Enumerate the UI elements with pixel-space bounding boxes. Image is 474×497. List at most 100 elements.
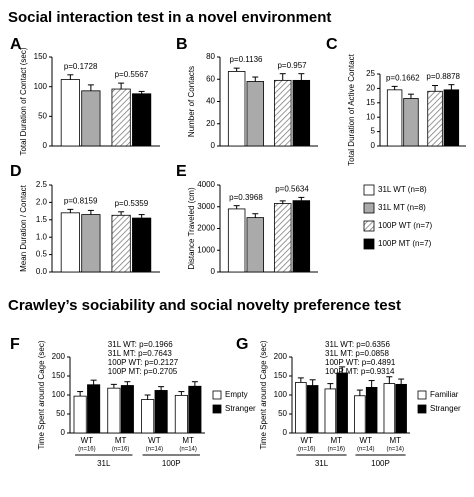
y-tick-label: 1.0 xyxy=(36,232,48,241)
x-tick-label: WT xyxy=(360,436,373,445)
bar xyxy=(132,93,152,147)
y-tick-label: 0 xyxy=(43,141,48,150)
bar xyxy=(324,388,337,434)
y-axis-title: Number of Contacts xyxy=(187,66,196,137)
legend-label: 31L MT (n=8) xyxy=(378,203,426,212)
bar xyxy=(174,394,188,434)
p-value: p=0.1136 xyxy=(229,55,263,64)
y-tick-label: 100 xyxy=(52,390,66,399)
x-tick-label: WT xyxy=(148,436,161,445)
y-tick-label: 150 xyxy=(34,52,48,61)
bar xyxy=(427,90,443,147)
p-value: 100P WT: p=0.2127 xyxy=(108,358,179,367)
legend-label: Empty xyxy=(225,390,248,399)
bar xyxy=(60,212,80,273)
bar xyxy=(227,208,246,273)
y-tick-label: 1000 xyxy=(197,245,215,254)
panel-label: B xyxy=(176,36,188,53)
bar xyxy=(111,88,131,147)
section-heading: Social interaction test in a novel envir… xyxy=(8,9,331,26)
p-value: 31L WT: p=0.1966 xyxy=(108,340,173,349)
y-tick-label: 5 xyxy=(371,127,376,136)
y-tick-label: 0 xyxy=(211,141,216,150)
y-tick-label: 50 xyxy=(278,409,287,418)
bar xyxy=(246,81,265,147)
y-tick-label: 20 xyxy=(366,84,375,93)
bar xyxy=(403,98,419,147)
bar xyxy=(188,385,202,434)
legend-swatch xyxy=(363,238,375,250)
p-value: 31L WT: p=0.6356 xyxy=(325,340,390,349)
bar xyxy=(295,382,307,434)
bar xyxy=(81,90,101,147)
y-tick-label: 100 xyxy=(34,82,48,91)
legend-swatch xyxy=(417,404,427,414)
y-tick-label: 80 xyxy=(206,52,215,61)
x-tick-label: MT xyxy=(182,436,194,445)
x-tick-note: (n=16) xyxy=(298,447,316,453)
bar xyxy=(81,214,101,273)
panel-label: G xyxy=(236,336,248,353)
bar xyxy=(132,217,152,273)
bar xyxy=(107,387,121,434)
y-tick-label: 25 xyxy=(366,69,375,78)
p-value: p=0.5567 xyxy=(115,70,149,79)
legend-swatch xyxy=(363,184,375,196)
y-tick-label: 0 xyxy=(61,428,66,437)
bar xyxy=(292,200,311,273)
panel-label: C xyxy=(326,36,338,53)
group-label: 100P xyxy=(162,459,181,468)
p-value: 100P MT: p=0.9314 xyxy=(325,367,395,376)
bar xyxy=(365,386,378,434)
p-value: 31L MT: p=0.7643 xyxy=(108,349,173,358)
p-value: p=0.1662 xyxy=(386,73,420,82)
x-tick-note: (n=16) xyxy=(327,447,345,453)
y-tick-label: 2.5 xyxy=(36,180,48,189)
legend-label: 31L WT (n=8) xyxy=(378,185,427,194)
y-tick-label: 4000 xyxy=(197,180,215,189)
legend-label: Familiar xyxy=(430,390,459,399)
x-tick-note: (n=14) xyxy=(357,447,375,453)
y-axis-title: Total Duration of Contact (sec) xyxy=(19,47,28,155)
y-axis-title: Time Spent around Cage (sec) xyxy=(259,340,268,449)
p-value: 100P MT: p=0.2705 xyxy=(108,367,178,376)
p-value: p=0.5634 xyxy=(275,185,309,194)
y-axis-title: Total Duration of Active Contact xyxy=(347,53,356,165)
bar xyxy=(227,71,246,147)
y-tick-label: 10 xyxy=(366,112,375,121)
y-tick-label: 40 xyxy=(206,97,215,106)
group-label: 100P xyxy=(371,459,390,468)
p-value: 31L MT: p=0.0858 xyxy=(325,349,390,358)
x-tick-note: (n=14) xyxy=(386,447,404,453)
x-tick-label: WT xyxy=(301,436,314,445)
bar xyxy=(273,203,292,273)
x-tick-note: (n=16) xyxy=(78,447,96,453)
x-tick-label: MT xyxy=(389,436,401,445)
legend-label: 100P WT (n=7) xyxy=(378,221,433,230)
x-tick-note: (n=14) xyxy=(146,447,164,453)
legend-label: Stranger xyxy=(430,404,461,413)
bar xyxy=(306,385,319,434)
bar xyxy=(336,372,348,434)
panel-label: A xyxy=(10,36,22,53)
p-value: p=0.957 xyxy=(277,61,307,70)
bar xyxy=(386,89,403,147)
legend-label: 100P MT (n=7) xyxy=(378,239,432,248)
y-tick-label: 3000 xyxy=(197,202,215,211)
y-axis-title: Time Spent around Cage (sec) xyxy=(37,340,46,449)
bar xyxy=(246,217,265,273)
p-value: 100P WT: p=0.4891 xyxy=(325,358,396,367)
bar xyxy=(154,390,168,434)
p-value: p=0.8878 xyxy=(426,72,460,81)
bar xyxy=(273,79,292,147)
y-tick-label: 200 xyxy=(52,352,66,361)
x-tick-label: MT xyxy=(330,436,342,445)
y-tick-label: 15 xyxy=(366,98,375,107)
panel-label: D xyxy=(10,163,22,180)
p-value: p=0.8159 xyxy=(64,196,98,205)
y-tick-label: 150 xyxy=(274,371,288,380)
group-label: 31L xyxy=(97,459,111,468)
p-value: p=0.3968 xyxy=(229,193,263,202)
bar xyxy=(87,384,101,434)
